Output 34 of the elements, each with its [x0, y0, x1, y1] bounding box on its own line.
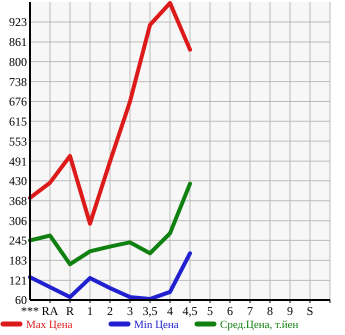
x-tick-label: 5: [207, 304, 213, 318]
y-tick-label: 861: [9, 35, 27, 50]
x-tick-label: 4,5: [182, 304, 198, 318]
x-tick-label: 6: [227, 304, 233, 318]
y-tick-label: 306: [9, 214, 27, 228]
x-tick-label: 3,5: [142, 304, 158, 318]
y-tick-label: 800: [9, 54, 27, 69]
y-tick-label: 245: [9, 234, 27, 248]
y-tick-label: 553: [9, 134, 27, 148]
line-series: [28, 182, 192, 266]
x-tick-label: 3: [127, 304, 133, 318]
x-tick-label: R: [66, 304, 74, 318]
y-tick-label: 615: [9, 114, 27, 128]
y-tick-label: 121: [9, 274, 27, 288]
legend-label: Min Цена: [134, 319, 179, 331]
x-tick-label: 2: [107, 304, 113, 318]
y-tick-label: 430: [9, 174, 27, 188]
x-tick-label: 4: [167, 304, 173, 318]
line-series: [28, 0, 192, 226]
x-tick-label: 1: [87, 304, 93, 318]
line-series: [28, 251, 192, 302]
x-tick-label: 9: [287, 304, 293, 318]
legend-label: Max Цена: [26, 319, 73, 331]
x-tick-label: 7: [247, 304, 253, 318]
x-tick-label: S: [306, 304, 314, 318]
y-tick-label: 738: [9, 74, 27, 89]
y-tick-label: 368: [9, 194, 27, 208]
x-tick-label: RA: [42, 304, 59, 318]
y-tick-label: 923: [9, 15, 27, 30]
y-tick-label: 491: [9, 154, 27, 168]
y-tick-label: 183: [9, 254, 27, 268]
legend-label: Сред.Цена, т.йен: [220, 319, 299, 331]
y-tick-label: 676: [9, 94, 27, 109]
x-tick-label: 8: [267, 304, 273, 318]
